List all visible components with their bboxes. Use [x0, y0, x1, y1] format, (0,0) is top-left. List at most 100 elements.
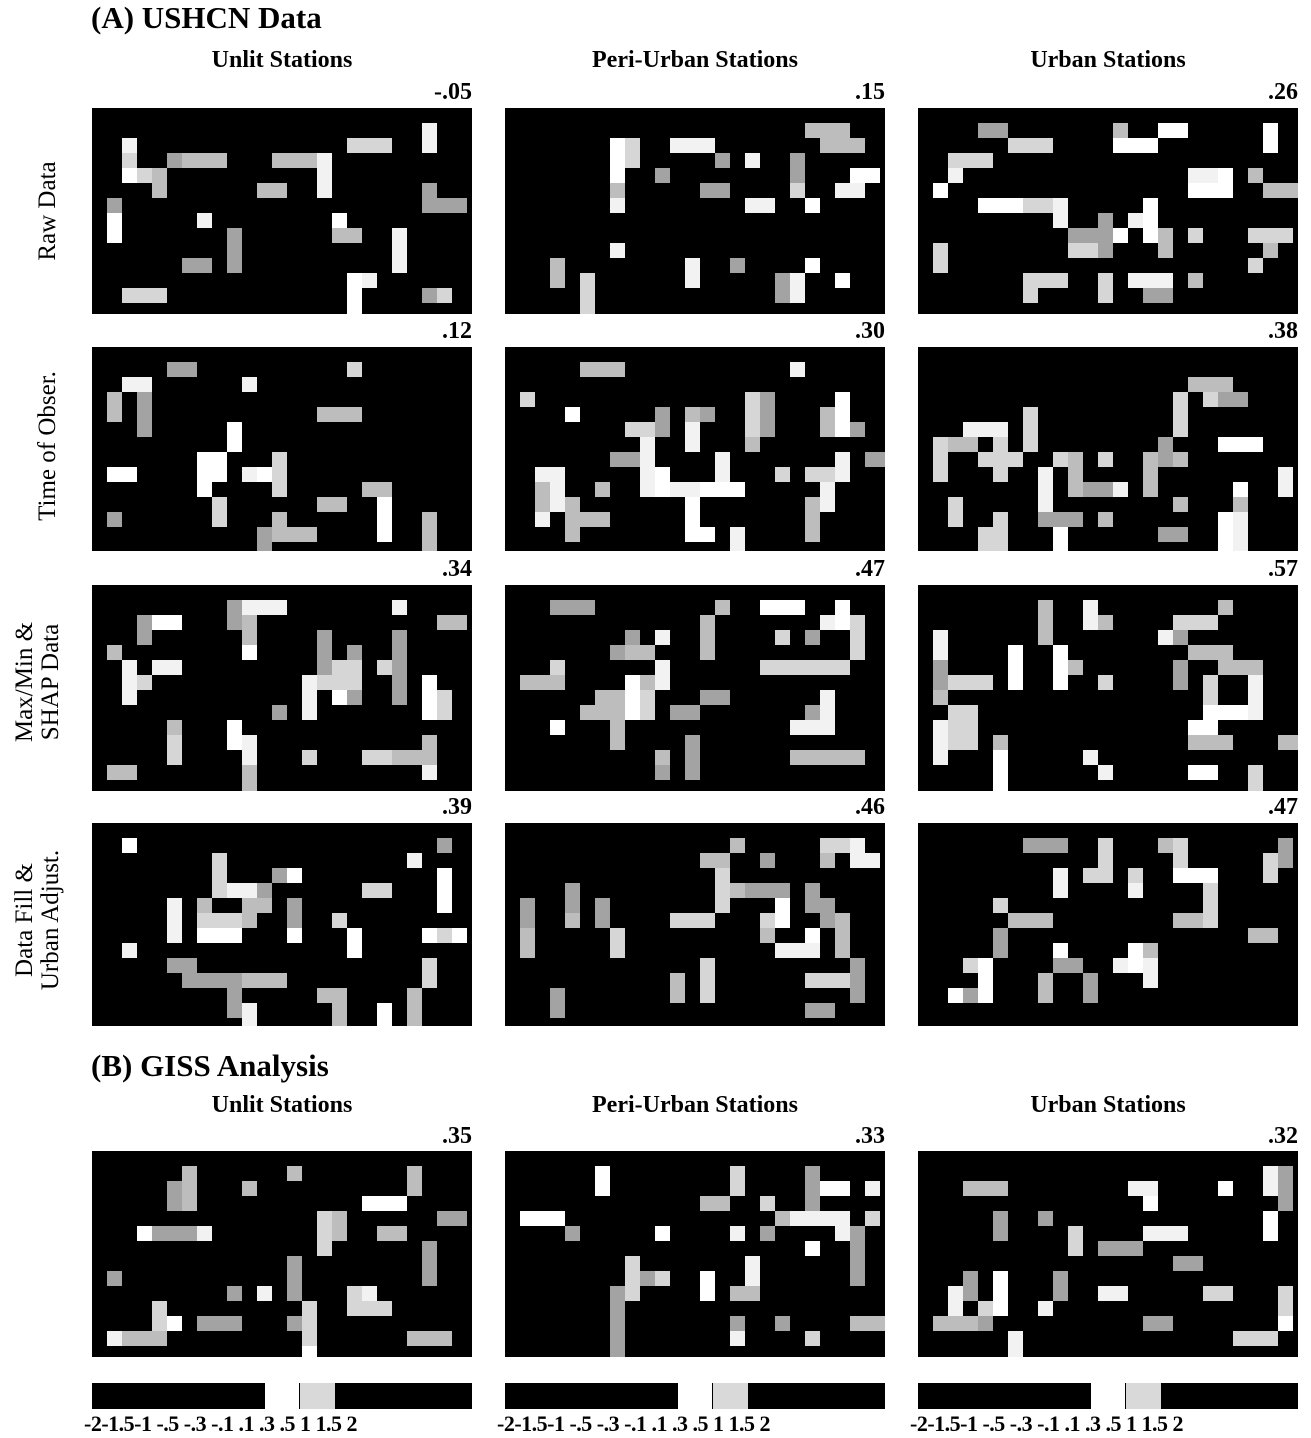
map-cells: [520, 1166, 885, 1357]
map-cell: [407, 1166, 422, 1181]
map-cell: [625, 138, 640, 153]
map-cell: [850, 838, 865, 853]
map-cell: [820, 1181, 835, 1196]
map-cell: [978, 1301, 993, 1316]
map-cell: [107, 228, 122, 243]
map-cell: [422, 288, 437, 303]
map-cell: [392, 750, 407, 765]
map-cell: [1218, 392, 1233, 407]
map-cell: [610, 138, 625, 153]
map-cell: [422, 542, 437, 551]
map-cell: [1008, 645, 1023, 660]
map-cell: [1248, 437, 1263, 452]
map-cell: [805, 943, 820, 958]
map-cell: [595, 913, 610, 928]
map-cell: [820, 720, 835, 735]
map-cell: [1278, 1196, 1293, 1211]
map-cell: [1143, 467, 1158, 482]
map-cell: [760, 1196, 775, 1211]
map-cell: [302, 1301, 317, 1316]
map-cell: [963, 958, 978, 973]
map-cell: [1188, 645, 1203, 660]
map-cell: [835, 750, 850, 765]
map-cell: [670, 482, 685, 497]
map-cell: [993, 735, 1008, 750]
map-cell: [805, 1241, 820, 1256]
map-cell: [1203, 720, 1218, 735]
map-cell: [978, 153, 993, 168]
map-cell: [287, 1271, 302, 1286]
map-cell: [167, 153, 182, 168]
map-cell: [865, 1316, 880, 1331]
map-cell: [317, 1211, 332, 1226]
colorbar-segment: [126, 1383, 161, 1409]
map-cell: [407, 988, 422, 1003]
colorbar-segment: [1160, 1383, 1195, 1409]
map-cell: [137, 675, 152, 690]
map-cell: [107, 645, 122, 660]
map-cell: [1248, 1331, 1263, 1346]
map-cell: [212, 883, 227, 898]
map-panel-tobs-peri-urban: [505, 347, 885, 551]
map-cell: [392, 675, 407, 690]
map-cell: [137, 168, 152, 183]
map-cell: [1038, 497, 1053, 512]
map-cell: [535, 482, 550, 497]
map-cell: [685, 512, 700, 527]
map-cell: [685, 482, 700, 497]
map-cell: [805, 660, 820, 675]
map-cell: [1053, 645, 1068, 660]
colorbar-tick-labels-urban: -2-1.5-1 -.5 -.3 -.1 .1 .3 .5 1 1.5 2: [910, 1411, 1183, 1436]
map-cell: [1128, 943, 1143, 958]
map-cell: [407, 750, 422, 765]
map-cell: [167, 928, 182, 943]
map-cell: [317, 407, 332, 422]
map-cell: [610, 1346, 625, 1357]
map-cell: [452, 928, 467, 943]
map-cell: [1053, 675, 1068, 690]
map-cell: [242, 750, 257, 765]
map-cell: [242, 615, 257, 630]
map-cell: [850, 988, 865, 1003]
map-cell: [715, 1196, 730, 1211]
map-cell: [107, 1331, 122, 1346]
map-cell: [1143, 213, 1158, 228]
map-cell: [377, 1018, 392, 1026]
map-cell: [422, 958, 437, 973]
map-cell: [317, 1241, 332, 1256]
colorbar-segment: [712, 1383, 748, 1409]
map-cell: [520, 928, 535, 943]
map-cell: [760, 1226, 775, 1241]
map-cell: [317, 675, 332, 690]
map-cell: [580, 288, 595, 303]
map-cell: [535, 512, 550, 527]
map-cell: [1158, 273, 1173, 288]
map-cell: [700, 527, 715, 542]
map-cell: [137, 615, 152, 630]
map-cell: [948, 720, 963, 735]
map-cell: [317, 660, 332, 675]
map-cell: [362, 750, 377, 765]
map-cell: [655, 1226, 670, 1241]
map-cell: [948, 437, 963, 452]
map-cell: [242, 1003, 257, 1018]
map-cell: [122, 467, 137, 482]
map-cell: [835, 467, 850, 482]
map-cell: [1218, 527, 1233, 542]
map-cell: [610, 735, 625, 750]
map-cell: [700, 1286, 715, 1301]
map-cell: [745, 422, 760, 437]
map-cell: [993, 943, 1008, 958]
map-cell: [1248, 258, 1263, 273]
colorbar-segment: [642, 1383, 677, 1409]
colorbar-segment: [92, 1383, 127, 1409]
map-cell: [730, 527, 745, 542]
map-cell: [948, 988, 963, 1003]
map-cell: [1143, 273, 1158, 288]
map-cell: [625, 690, 640, 705]
map-cell: [227, 973, 242, 988]
map-cell: [107, 392, 122, 407]
map-cell: [287, 1286, 302, 1301]
map-cell: [1278, 183, 1293, 198]
map-cells: [933, 123, 1298, 303]
